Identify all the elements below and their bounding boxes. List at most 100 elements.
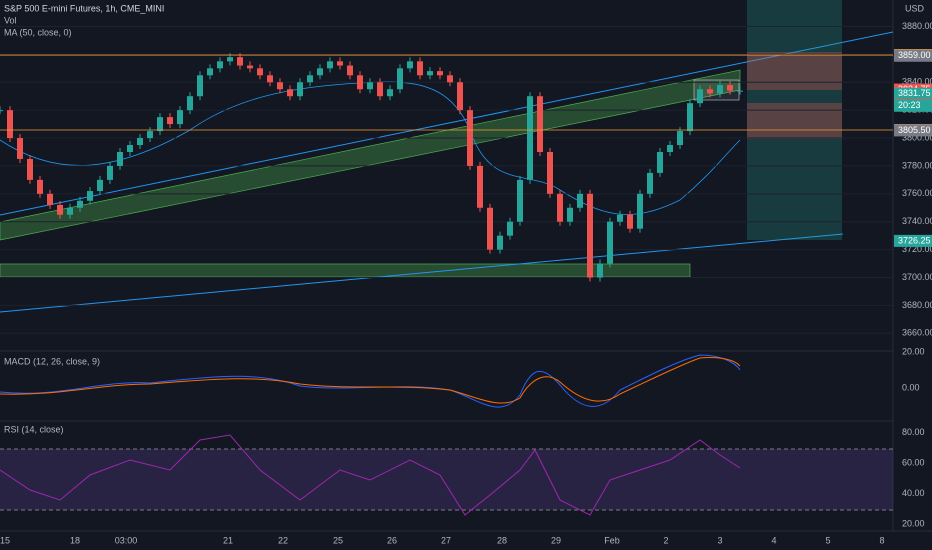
price-badge <box>894 234 932 247</box>
candle <box>177 110 183 125</box>
time-tick-label: Feb <box>604 535 620 545</box>
candle <box>617 214 623 222</box>
rsi-title: RSI (14, close) <box>4 424 64 434</box>
candle <box>207 68 213 76</box>
candle <box>577 193 583 208</box>
price-badge <box>894 124 932 137</box>
candle <box>167 117 173 125</box>
time-tick-label: 15 <box>0 535 10 545</box>
candle <box>137 138 143 146</box>
candle <box>317 68 323 76</box>
currency: USD <box>905 3 925 13</box>
time-tick-label: 4 <box>771 535 776 545</box>
candle <box>697 89 703 104</box>
candle <box>47 193 53 205</box>
candle <box>447 75 453 83</box>
candle <box>627 214 633 229</box>
candle <box>307 75 313 83</box>
rsi-tick-label: 40.00 <box>902 488 925 498</box>
price-tick-label: 3720.00 <box>902 244 932 254</box>
candle <box>0 110 3 112</box>
stop-zone <box>747 52 842 90</box>
candle <box>437 71 443 76</box>
symbol-title: S&P 500 E-mini Futures, 1h, CME_MINI <box>4 3 164 13</box>
macd-tick-label: 20.00 <box>902 346 925 356</box>
price-tick-label: 3700.00 <box>902 272 932 282</box>
range-box <box>693 79 740 101</box>
candle <box>487 207 493 250</box>
candle <box>537 96 543 152</box>
time-tick-label: 28 <box>497 535 507 545</box>
time-tick-label: 03:00 <box>115 535 138 545</box>
candle <box>357 75 363 90</box>
candle <box>27 158 33 180</box>
time-tick-label: 3 <box>717 535 722 545</box>
time-tick-label: 8 <box>879 535 884 545</box>
candle <box>247 65 253 69</box>
candle <box>467 110 473 166</box>
candle <box>257 68 263 76</box>
candle <box>7 110 13 139</box>
legend-ma: MA (50, close, 0) <box>4 27 72 37</box>
price-tick-label: 3780.00 <box>902 160 932 170</box>
time-tick-label: 27 <box>441 535 451 545</box>
time-tick-label: 22 <box>278 535 288 545</box>
candle <box>557 193 563 222</box>
macd-tick-label: 0.00 <box>902 382 920 392</box>
candle <box>187 96 193 111</box>
price-badge-label: 3859.00 <box>898 50 931 60</box>
time-tick-label: 18 <box>70 535 80 545</box>
candle <box>77 200 83 208</box>
time-tick-label: 29 <box>551 535 561 545</box>
candle <box>127 145 133 152</box>
time-tick-label: 21 <box>223 535 233 545</box>
price-badge-label: 3726.25 <box>898 235 931 245</box>
rsi-tick-label: 80.00 <box>902 427 925 437</box>
candle <box>67 207 73 215</box>
price-tick-label: 3660.00 <box>902 328 932 338</box>
macd-line <box>0 354 741 408</box>
candle <box>107 165 113 180</box>
long-target-zone <box>747 0 842 240</box>
candle <box>687 103 693 132</box>
candle <box>707 89 713 94</box>
candle <box>567 207 573 222</box>
candle <box>337 61 343 66</box>
candle <box>37 179 43 194</box>
candle <box>667 145 673 152</box>
candle <box>607 221 613 264</box>
candle <box>507 221 513 236</box>
countdown-badge <box>894 99 932 112</box>
time-tick-label: 26 <box>387 535 397 545</box>
countdown: 20:23 <box>898 100 921 110</box>
candle <box>427 71 433 76</box>
moving-average <box>0 81 741 215</box>
time-tick-label: 5 <box>825 535 830 545</box>
candle <box>647 172 653 194</box>
candle <box>367 82 373 90</box>
candle <box>497 235 503 250</box>
candle <box>57 204 63 215</box>
candle <box>477 165 483 208</box>
candle <box>267 75 273 83</box>
price-tick-label: 3800.00 <box>902 132 932 142</box>
candle <box>297 82 303 97</box>
trend-line <box>0 233 844 313</box>
time-tick-label: 2 <box>663 535 668 545</box>
candle <box>97 179 103 192</box>
candle <box>117 151 123 166</box>
candle <box>377 82 383 97</box>
candle <box>217 61 223 69</box>
candle <box>277 82 283 90</box>
time-tick-label: 25 <box>333 535 343 545</box>
candle <box>727 85 733 91</box>
rsi-tick-label: 20.00 <box>902 518 925 528</box>
candle <box>547 151 553 194</box>
price-badge-label: 3805.50 <box>898 125 931 135</box>
candle <box>287 89 293 97</box>
stop-zone <box>747 103 842 139</box>
rsi-tick-label: 60.00 <box>902 458 925 468</box>
price-badge <box>894 49 932 62</box>
trend-line <box>0 31 894 216</box>
